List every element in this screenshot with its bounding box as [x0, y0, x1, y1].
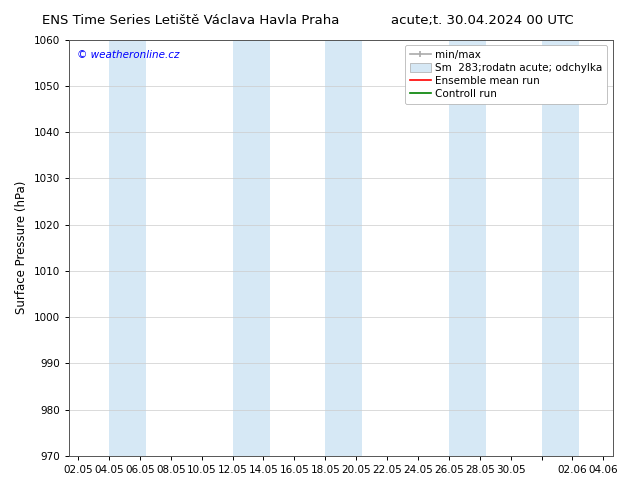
Bar: [233, 40, 269, 456]
Bar: [541, 40, 579, 456]
Bar: [449, 40, 486, 456]
Text: ENS Time Series Letiště Václava Havla Praha: ENS Time Series Letiště Václava Havla Pr…: [41, 14, 339, 27]
Bar: [325, 40, 362, 456]
Text: © weatheronline.cz: © weatheronline.cz: [77, 50, 179, 60]
Bar: [109, 40, 146, 456]
Legend: min/max, Sm  283;rodatn acute; odchylka, Ensemble mean run, Controll run: min/max, Sm 283;rodatn acute; odchylka, …: [404, 45, 607, 104]
Y-axis label: Surface Pressure (hPa): Surface Pressure (hPa): [15, 181, 28, 315]
Text: acute;t. 30.04.2024 00 UTC: acute;t. 30.04.2024 00 UTC: [391, 14, 573, 27]
